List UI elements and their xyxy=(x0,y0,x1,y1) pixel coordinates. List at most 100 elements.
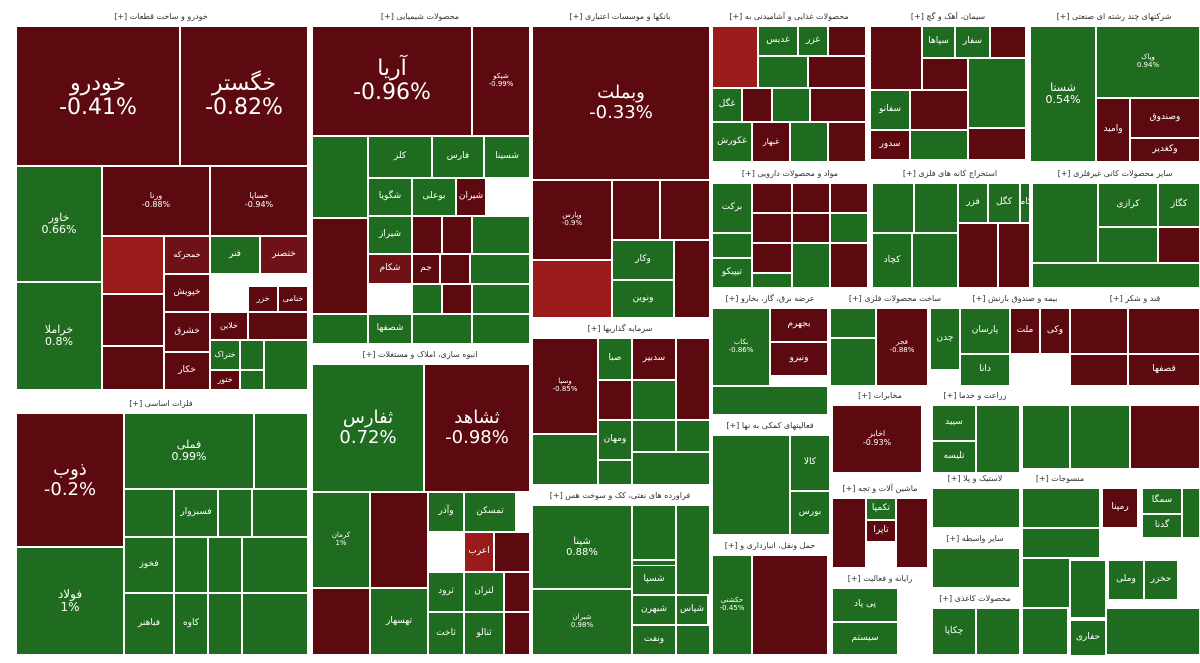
stock-tile[interactable]: حکشتی -0.45% xyxy=(712,555,752,655)
stock-tile[interactable] xyxy=(440,254,470,284)
stock-tile[interactable]: ثشاهد -0.98% xyxy=(424,364,530,492)
stock-tile[interactable] xyxy=(660,180,710,240)
stock-tile[interactable] xyxy=(752,555,828,655)
stock-tile[interactable]: بکاب -0.86% xyxy=(712,308,770,386)
stock-tile[interactable] xyxy=(968,58,1026,128)
stock-tile[interactable]: کچاد xyxy=(872,233,912,288)
stock-tile[interactable]: شبهرن xyxy=(632,595,676,625)
stock-tile[interactable]: جم xyxy=(412,254,440,284)
stock-tile[interactable] xyxy=(828,26,866,56)
sector-title[interactable]: سایر محصولات کانی غیرفلزی [+] xyxy=(1057,169,1173,178)
stock-tile[interactable]: وپاک 0.94% xyxy=(1096,26,1200,98)
stock-tile[interactable] xyxy=(1128,308,1200,354)
stock-tile[interactable] xyxy=(752,273,792,288)
stock-tile[interactable]: ختراک xyxy=(210,340,240,370)
stock-tile[interactable] xyxy=(598,460,632,485)
sector-title[interactable]: منسوجات [+] xyxy=(1035,474,1085,483)
stock-tile[interactable] xyxy=(208,593,242,655)
stock-tile[interactable]: ونفت xyxy=(632,625,676,655)
stock-tile[interactable]: ملت xyxy=(1010,308,1040,354)
stock-tile[interactable] xyxy=(1070,354,1128,386)
stock-tile[interactable] xyxy=(1106,608,1200,655)
stock-tile[interactable]: غدیس xyxy=(758,26,798,56)
stock-tile[interactable]: قصفها xyxy=(1128,354,1200,386)
stock-tile[interactable] xyxy=(442,284,472,314)
stock-tile[interactable] xyxy=(242,537,308,593)
stock-tile[interactable] xyxy=(998,223,1030,288)
stock-tile[interactable] xyxy=(494,532,530,572)
stock-tile[interactable]: شبران 0.98% xyxy=(532,589,632,655)
stock-tile[interactable] xyxy=(830,183,868,213)
stock-tile[interactable] xyxy=(532,260,612,318)
stock-tile[interactable]: پی پاد xyxy=(832,588,898,622)
sector-title[interactable]: فعالیتهای کمکی به نها [+] xyxy=(726,421,814,430)
stock-tile[interactable] xyxy=(976,405,1020,473)
stock-tile[interactable] xyxy=(472,284,530,314)
stock-tile[interactable] xyxy=(758,56,808,88)
stock-tile[interactable] xyxy=(674,240,710,318)
stock-tile[interactable]: رمپنا xyxy=(1102,488,1138,528)
stock-tile[interactable] xyxy=(990,26,1026,58)
stock-tile[interactable] xyxy=(242,593,308,655)
stock-tile[interactable] xyxy=(712,435,790,535)
sector-title[interactable]: شرکتهای چند رشته ای صنعتی [+] xyxy=(1056,12,1172,21)
stock-tile[interactable] xyxy=(632,505,676,560)
stock-tile[interactable] xyxy=(830,338,876,386)
stock-tile[interactable]: ذوب -0.2% xyxy=(16,413,124,547)
sector-title[interactable]: محصولات شیمیایی [+] xyxy=(380,12,460,21)
stock-tile[interactable]: فملی 0.99% xyxy=(124,413,254,489)
stock-tile[interactable] xyxy=(218,489,252,537)
stock-tile[interactable] xyxy=(790,122,828,162)
sector-title[interactable]: فراورده های نفتی، کک و سوخت هس [+] xyxy=(549,491,691,500)
stock-tile[interactable] xyxy=(1070,560,1106,618)
sector-title[interactable]: لاستیک و پلا [+] xyxy=(947,474,1003,483)
stock-tile[interactable] xyxy=(772,88,810,122)
stock-tile[interactable]: فباهنر xyxy=(124,593,174,655)
stock-tile[interactable] xyxy=(174,537,208,593)
stock-tile[interactable]: ونوین xyxy=(612,280,674,318)
sector-title[interactable]: قند و شکر [+] xyxy=(1109,294,1161,303)
stock-tile[interactable]: تلیسه xyxy=(932,441,976,473)
sector-title[interactable]: عرضه برق، گاز، بخارو [+] xyxy=(725,294,815,303)
stock-tile[interactable]: بورس xyxy=(790,491,830,535)
stock-tile[interactable] xyxy=(504,572,530,612)
stock-tile[interactable] xyxy=(910,90,968,130)
stock-tile[interactable] xyxy=(532,434,598,485)
stock-tile[interactable] xyxy=(676,505,710,595)
sector-title[interactable]: رایانه و فعالیت [+] xyxy=(847,574,913,583)
stock-tile[interactable]: شپکو -0.99% xyxy=(472,26,530,136)
stock-tile[interactable]: ثفارس 0.72% xyxy=(312,364,424,492)
stock-tile[interactable]: غکورش xyxy=(712,122,752,162)
stock-tile[interactable] xyxy=(412,314,472,344)
stock-tile[interactable]: برکت xyxy=(712,183,752,233)
stock-tile[interactable]: خکار xyxy=(164,352,210,390)
stock-tile[interactable] xyxy=(1182,488,1200,538)
stock-tile[interactable] xyxy=(1022,558,1070,608)
stock-tile[interactable] xyxy=(872,183,914,233)
stock-tile[interactable]: شیراز xyxy=(368,216,412,254)
stock-tile[interactable]: کالا xyxy=(790,435,830,491)
stock-tile[interactable]: سمگا xyxy=(1142,488,1182,514)
stock-tile[interactable]: ثاخت xyxy=(428,612,464,655)
stock-tile[interactable]: ثرود xyxy=(428,572,464,612)
stock-tile[interactable]: خشرق xyxy=(164,312,210,352)
stock-tile[interactable]: لتران xyxy=(464,572,504,612)
stock-tile[interactable]: ومهان xyxy=(598,420,632,460)
sector-title[interactable]: سیمان، آهک و گچ [+] xyxy=(910,12,986,21)
stock-tile[interactable] xyxy=(830,243,868,288)
sector-title[interactable]: بانکها و موسسات اعتباری [+] xyxy=(569,12,671,21)
stock-tile[interactable] xyxy=(504,612,530,655)
stock-tile[interactable]: خلاین xyxy=(210,312,248,340)
stock-tile[interactable] xyxy=(412,284,442,314)
stock-tile[interactable]: کلر xyxy=(368,136,432,178)
stock-tile[interactable]: خودرو -0.41% xyxy=(16,26,180,166)
stock-tile[interactable]: خساپا -0.94% xyxy=(210,166,308,236)
stock-tile[interactable] xyxy=(1022,488,1100,528)
sector-title[interactable]: محصولات غذایی و آشامیدنی به [+] xyxy=(729,12,849,21)
stock-tile[interactable] xyxy=(968,128,1026,160)
stock-tile[interactable]: شصفها xyxy=(368,314,412,344)
stock-tile[interactable]: کاوه xyxy=(174,593,208,655)
stock-tile[interactable] xyxy=(632,420,676,452)
stock-tile[interactable]: فارس xyxy=(432,136,484,178)
sector-title[interactable]: حمل ونقل، انبارداری و [+] xyxy=(724,541,816,550)
